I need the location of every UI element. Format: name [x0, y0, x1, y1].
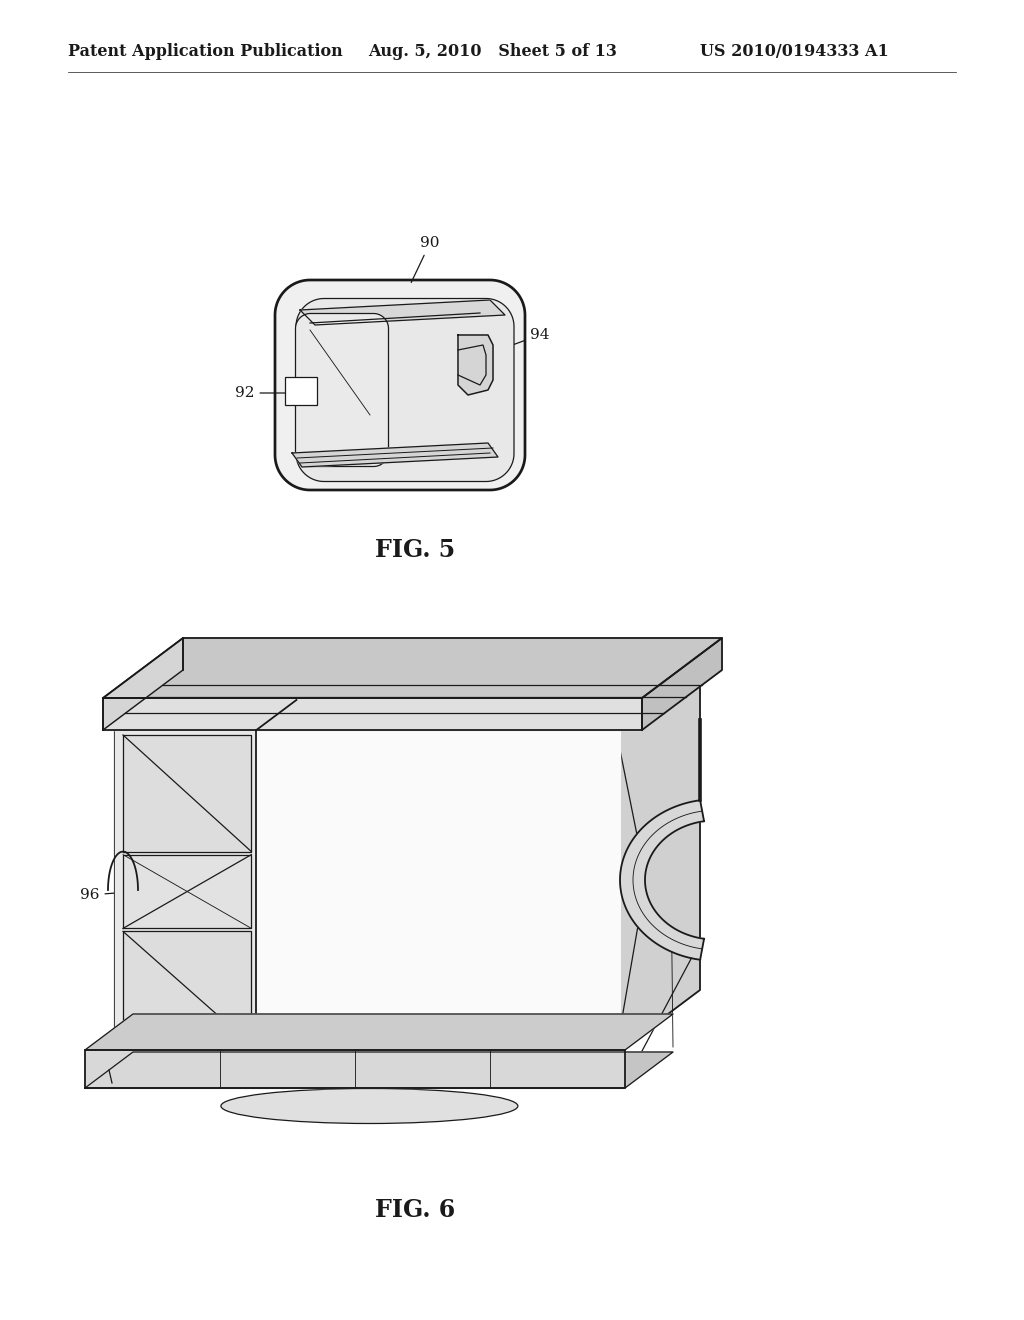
- Text: FIG. 6: FIG. 6: [375, 1199, 455, 1222]
- Text: 90: 90: [412, 236, 439, 282]
- Text: 99: 99: [476, 642, 500, 697]
- Polygon shape: [115, 700, 296, 730]
- Polygon shape: [642, 638, 722, 730]
- Polygon shape: [85, 1014, 673, 1049]
- Polygon shape: [123, 854, 252, 928]
- Polygon shape: [620, 800, 705, 960]
- Text: FIG. 5: FIG. 5: [375, 539, 455, 562]
- Polygon shape: [115, 671, 700, 730]
- Polygon shape: [123, 932, 252, 1045]
- Text: 96: 96: [80, 888, 153, 902]
- Text: Patent Application Publication: Patent Application Publication: [68, 44, 343, 61]
- Polygon shape: [103, 638, 722, 698]
- Polygon shape: [292, 444, 498, 467]
- Text: US 2010/0194333 A1: US 2010/0194333 A1: [700, 44, 889, 61]
- Polygon shape: [296, 298, 514, 482]
- Polygon shape: [103, 698, 642, 730]
- Polygon shape: [458, 335, 493, 395]
- Polygon shape: [256, 730, 620, 1049]
- Polygon shape: [85, 1052, 673, 1088]
- Polygon shape: [115, 730, 620, 1049]
- Polygon shape: [296, 314, 388, 466]
- Polygon shape: [275, 280, 525, 490]
- Bar: [285, 378, 317, 405]
- Polygon shape: [115, 730, 256, 1049]
- Text: 94: 94: [487, 327, 550, 354]
- Polygon shape: [300, 300, 505, 325]
- Polygon shape: [620, 671, 700, 1049]
- Text: 92: 92: [234, 385, 299, 400]
- Text: 98: 98: [351, 645, 399, 708]
- Polygon shape: [85, 1049, 625, 1088]
- Polygon shape: [103, 638, 183, 730]
- Polygon shape: [123, 735, 252, 851]
- Ellipse shape: [221, 1089, 518, 1123]
- Text: Aug. 5, 2010   Sheet 5 of 13: Aug. 5, 2010 Sheet 5 of 13: [368, 44, 616, 61]
